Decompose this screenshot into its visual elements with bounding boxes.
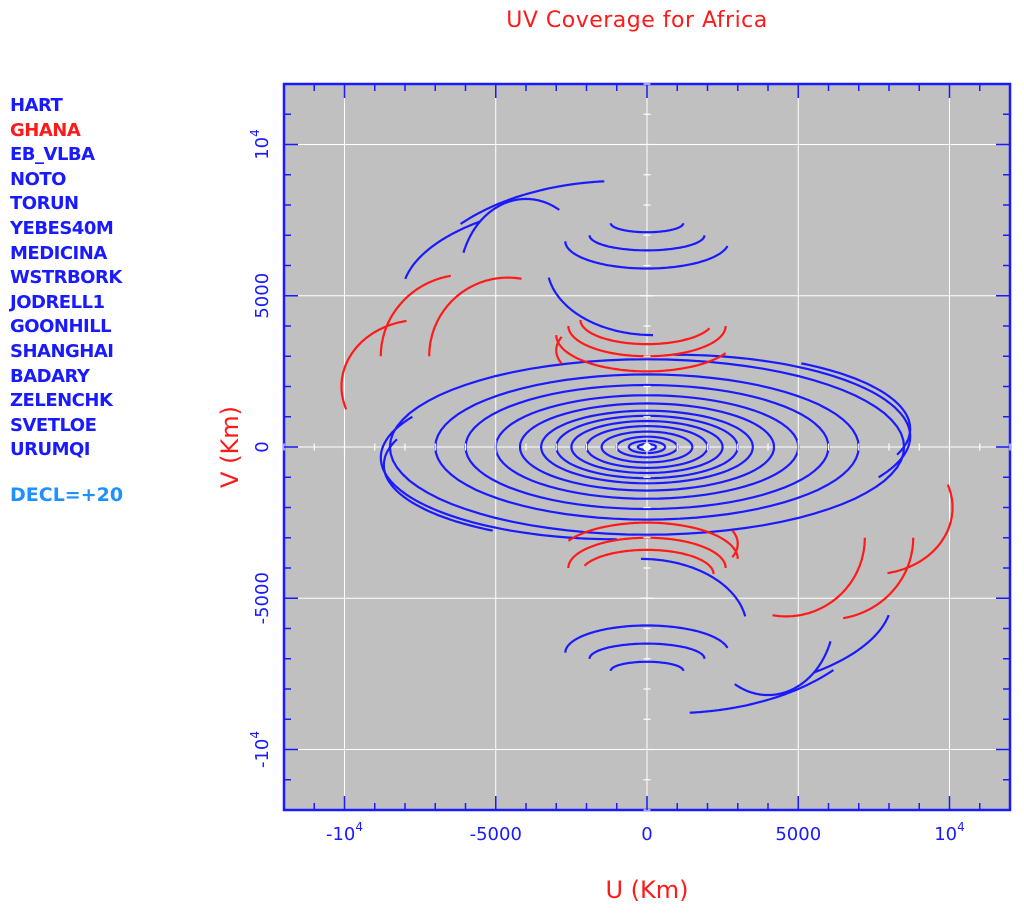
uv-track <box>887 484 954 575</box>
uv-track <box>567 521 739 559</box>
chart-title: UV Coverage for Africa <box>506 8 768 33</box>
y-tick-label: -5000 <box>252 572 273 624</box>
uv-track <box>627 439 667 455</box>
x-tick-label: 104 <box>934 820 965 845</box>
uv-track <box>340 319 407 410</box>
x-tick-exponent: 4 <box>957 820 965 834</box>
uv-track <box>382 438 493 532</box>
legend-item-urumqi: URUMQI <box>10 439 91 461</box>
uv-track <box>555 336 563 365</box>
y-tick-label: -104 <box>248 731 273 768</box>
uv-track <box>588 642 706 659</box>
uv-track <box>801 362 912 456</box>
uv-track <box>813 614 890 674</box>
uv-track <box>842 537 915 620</box>
y-tick-exponent: 4 <box>248 129 262 137</box>
y-tick-label: 5000 <box>252 273 273 319</box>
legend-item-svetloe: SVETLOE <box>10 414 97 436</box>
uv-track <box>772 537 866 618</box>
legend-item-yebes40m: YEBES40M <box>10 217 114 239</box>
uv-track <box>583 548 715 574</box>
legend-item-goonhill: GOONHILL <box>10 316 112 338</box>
legend-item-jodrell1: JODRELL1 <box>10 291 105 313</box>
uv-track <box>689 669 835 714</box>
uv-track <box>564 241 729 270</box>
y-tick-exponent: 4 <box>248 731 262 739</box>
uv-track <box>459 180 605 225</box>
legend-item-torun: TORUN <box>10 193 79 215</box>
x-axis-label: U (Km) <box>605 876 688 904</box>
x-tick-label: 5000 <box>775 824 821 845</box>
uv-track <box>570 419 724 475</box>
uv-track <box>564 624 729 653</box>
uv-track <box>555 335 727 373</box>
legend-item-ghana: GHANA <box>10 119 81 141</box>
y-tick-label: 0 <box>252 441 273 452</box>
uv-track <box>379 274 452 357</box>
y-tick-label: 104 <box>248 129 273 160</box>
uv-track <box>609 660 685 671</box>
legend-item-wstrbork: WSTRBORK <box>10 267 122 289</box>
uv-track <box>579 320 711 346</box>
x-tick-label: -104 <box>326 820 363 845</box>
legend-item-hart: HART <box>10 95 63 116</box>
legend-item-badary: BADARY <box>10 365 90 387</box>
legend-item-zelenchk: ZELENCHK <box>10 390 113 412</box>
uv-track <box>674 353 912 479</box>
declination-annotation: DECL=+20 <box>10 484 124 506</box>
uv-track <box>518 402 776 492</box>
legend: HART GHANA EB_VLBA NOTO TORUN YEBES40M MEDICIN… <box>10 94 122 463</box>
uv-track <box>462 197 560 254</box>
uv-track <box>588 235 706 252</box>
uv-track <box>379 415 617 541</box>
uv-track <box>731 529 739 558</box>
uv-track <box>636 442 658 452</box>
legend-item-eb-vlba: EB_VLBA <box>10 144 95 166</box>
uv-track <box>734 640 832 697</box>
y-axis-label: V (Km) <box>216 406 244 488</box>
x-tick-label: 0 <box>641 824 652 845</box>
uv-track <box>428 276 522 357</box>
uv-track <box>641 557 747 617</box>
legend-item-noto: NOTO <box>10 168 66 190</box>
x-tick-exponent: 4 <box>355 820 363 834</box>
uv-track <box>539 409 754 485</box>
legend-item-shanghai: SHANGHAI <box>10 340 114 362</box>
uv-track <box>547 277 653 337</box>
uv-track <box>600 430 694 464</box>
x-tick-label: -5000 <box>470 824 522 845</box>
legend-item-medicina: MEDICINA <box>10 242 107 264</box>
uv-track <box>609 223 685 234</box>
uv-track <box>404 220 481 280</box>
